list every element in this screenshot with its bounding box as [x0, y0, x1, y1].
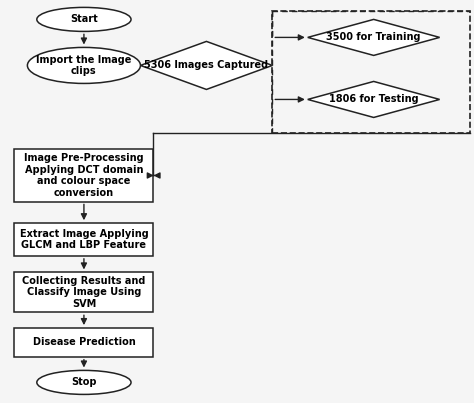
Text: Start: Start	[70, 15, 98, 25]
Text: Image Pre-Processing
Applying DCT domain
and colour space
conversion: Image Pre-Processing Applying DCT domain…	[24, 153, 144, 198]
Text: 3500 for Training: 3500 for Training	[327, 32, 421, 42]
Polygon shape	[140, 42, 273, 89]
Ellipse shape	[37, 7, 131, 31]
Text: Stop: Stop	[71, 377, 97, 387]
Text: 1806 for Testing: 1806 for Testing	[329, 94, 419, 104]
Text: Collecting Results and
Classify Image Using
SVM: Collecting Results and Classify Image Us…	[22, 276, 146, 309]
Text: Disease Prediction: Disease Prediction	[33, 337, 135, 347]
FancyBboxPatch shape	[14, 150, 154, 202]
Text: 5306 Images Captured: 5306 Images Captured	[145, 60, 268, 71]
FancyBboxPatch shape	[14, 328, 154, 357]
Ellipse shape	[37, 370, 131, 395]
FancyBboxPatch shape	[14, 223, 154, 256]
Polygon shape	[308, 19, 439, 56]
FancyBboxPatch shape	[14, 272, 154, 312]
Polygon shape	[308, 81, 439, 117]
Text: Extract Image Applying
GLCM and LBP Feature: Extract Image Applying GLCM and LBP Feat…	[19, 229, 148, 250]
Ellipse shape	[27, 48, 140, 83]
Text: Import the Image
clips: Import the Image clips	[36, 55, 132, 76]
